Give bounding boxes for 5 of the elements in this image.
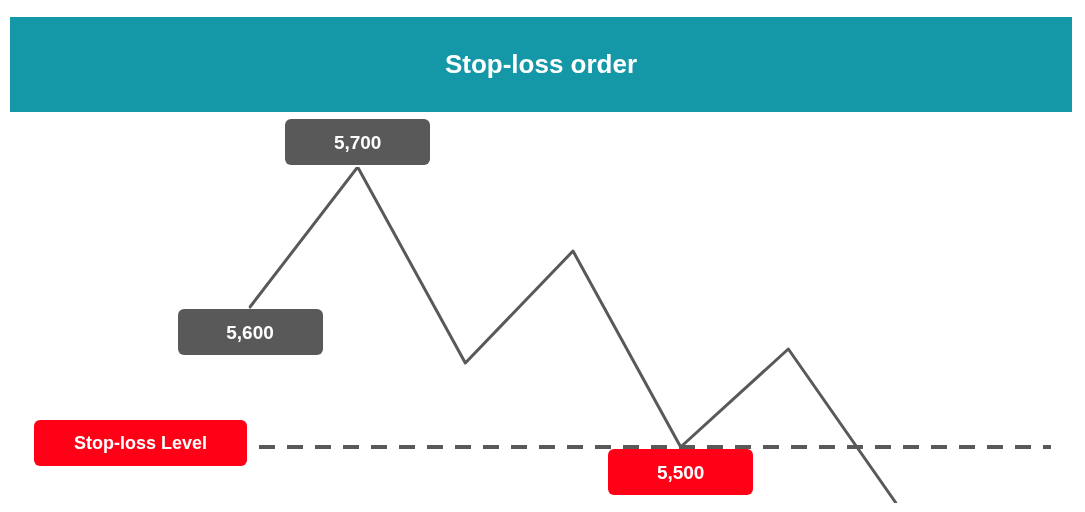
ref-line-label: Stop-loss Level — [73, 433, 207, 453]
data-label: 5,700 — [333, 131, 382, 153]
data-label: 5,600 — [226, 321, 274, 343]
chart-title: Stop-loss order — [10, 17, 1072, 112]
data-label: 5,500 — [656, 461, 705, 483]
